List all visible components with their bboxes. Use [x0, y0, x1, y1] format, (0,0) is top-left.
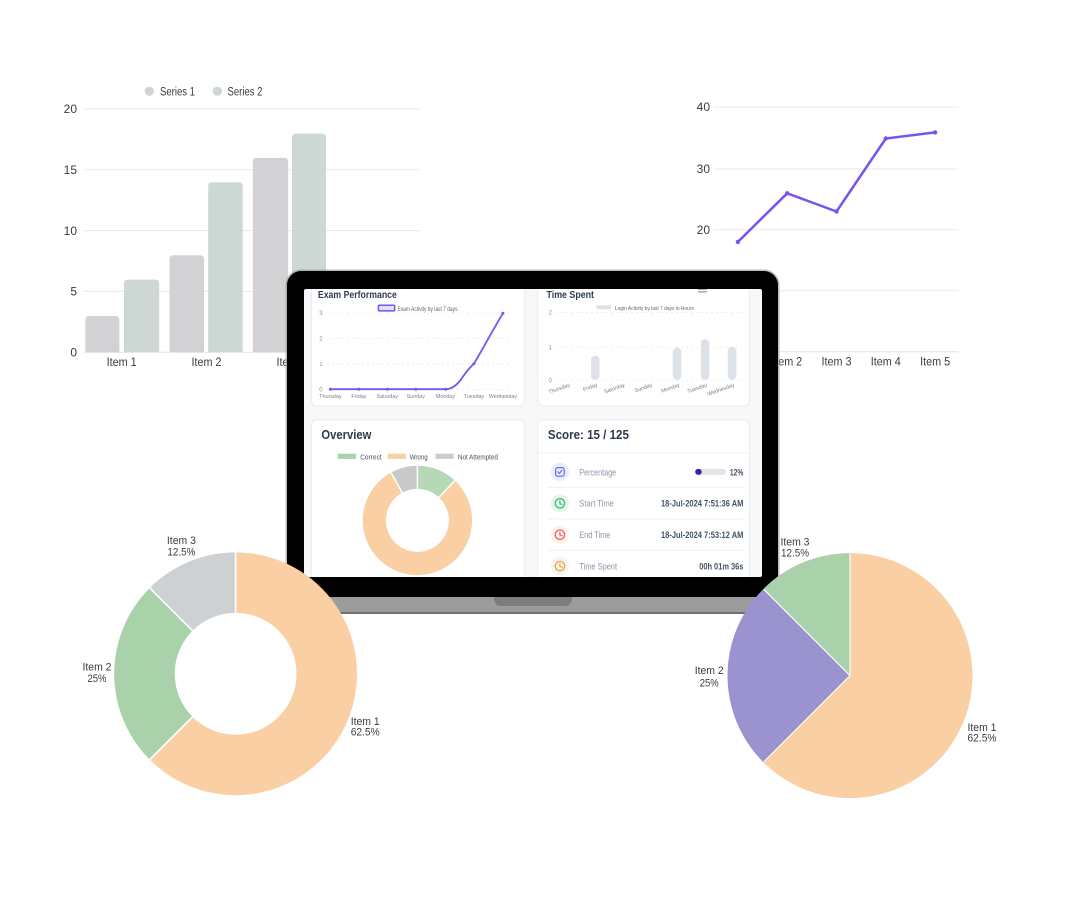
svg-text:Time Spent: Time Spent: [547, 289, 595, 300]
svg-text:Exam Activity by last 7 days: Exam Activity by last 7 days: [398, 306, 458, 312]
svg-text:0: 0: [70, 345, 77, 359]
svg-text:2: 2: [319, 336, 323, 342]
svg-text:Friday: Friday: [352, 393, 367, 399]
svg-text:Sunday: Sunday: [634, 382, 654, 394]
svg-text:Item 3: Item 3: [167, 535, 196, 547]
svg-text:40: 40: [697, 100, 711, 114]
svg-text:Not Attempted: Not Attempted: [458, 452, 498, 461]
svg-text:Friday: Friday: [582, 382, 598, 393]
svg-text:Thursday: Thursday: [319, 393, 342, 399]
svg-text:Item 1: Item 1: [107, 355, 137, 369]
svg-text:Item 2: Item 2: [83, 661, 112, 673]
svg-text:12.5%: 12.5%: [781, 548, 809, 560]
svg-text:12.5%: 12.5%: [167, 547, 195, 559]
svg-text:Score: 15 / 125: Score: 15 / 125: [548, 428, 629, 442]
svg-text:25%: 25%: [88, 673, 107, 685]
svg-text:0: 0: [319, 387, 323, 393]
svg-text:Overview: Overview: [321, 428, 371, 442]
svg-text:3: 3: [319, 311, 323, 317]
svg-text:20: 20: [64, 102, 78, 116]
svg-text:Percentage: Percentage: [579, 467, 616, 478]
svg-text:15: 15: [64, 163, 78, 177]
svg-text:18-Jul-2024 7:53:12 AM: 18-Jul-2024 7:53:12 AM: [661, 530, 743, 541]
svg-text:00h 01m 36s: 00h 01m 36s: [699, 561, 743, 572]
svg-text:End Time: End Time: [579, 530, 610, 541]
svg-text:Item 2: Item 2: [772, 355, 802, 369]
svg-text:Item 2: Item 2: [695, 665, 724, 677]
svg-text:10: 10: [64, 224, 78, 238]
svg-text:Wednesday: Wednesday: [489, 393, 518, 399]
svg-text:1: 1: [549, 345, 553, 351]
svg-text:Wrong: Wrong: [410, 452, 428, 461]
svg-text:0: 0: [549, 378, 553, 384]
svg-text:Item 5: Item 5: [920, 355, 950, 369]
svg-text:5: 5: [70, 285, 77, 299]
svg-text:25%: 25%: [700, 678, 719, 690]
svg-text:Item 1: Item 1: [351, 716, 380, 728]
svg-text:Item 3: Item 3: [781, 536, 810, 548]
svg-text:Exam Performance: Exam Performance: [318, 289, 397, 300]
svg-text:1: 1: [319, 362, 323, 368]
svg-text:Tuesday: Tuesday: [464, 393, 485, 399]
svg-text:Item 3: Item 3: [822, 355, 852, 369]
svg-text:18-Jul-2024 7:51:36 AM: 18-Jul-2024 7:51:36 AM: [661, 498, 743, 509]
svg-text:20: 20: [697, 223, 711, 237]
svg-text:Series 2: Series 2: [228, 85, 263, 99]
svg-text:Series 1: Series 1: [160, 85, 195, 99]
svg-text:Monday: Monday: [436, 393, 455, 399]
svg-text:Login Activity by last 7 days: Login Activity by last 7 days in Hours: [615, 306, 694, 312]
svg-text:30: 30: [697, 162, 711, 176]
svg-text:2: 2: [549, 310, 553, 316]
svg-text:Correct: Correct: [360, 452, 382, 461]
svg-text:62.5%: 62.5%: [351, 727, 380, 739]
svg-text:Item 4: Item 4: [871, 355, 901, 369]
svg-text:12%: 12%: [730, 467, 744, 477]
svg-text:Sunday: Sunday: [407, 393, 426, 399]
svg-text:Item 2: Item 2: [192, 355, 222, 369]
svg-text:Time Spent: Time Spent: [579, 561, 617, 572]
svg-text:Start Time: Start Time: [579, 498, 614, 509]
svg-text:Saturday: Saturday: [377, 393, 399, 399]
svg-text:Item 1: Item 1: [968, 722, 997, 734]
svg-text:62.5%: 62.5%: [968, 733, 997, 745]
